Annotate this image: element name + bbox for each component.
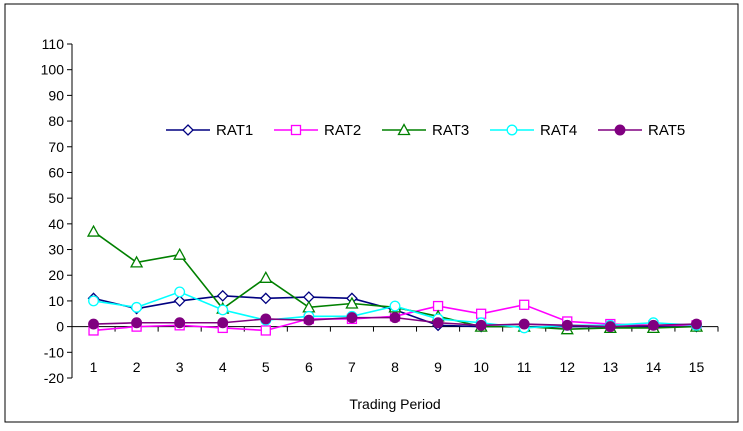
x-tick-label: 10 (473, 359, 489, 375)
legend-marker (290, 124, 302, 136)
data-point-rat5 (518, 318, 530, 330)
series-layer (86, 224, 704, 336)
legend-item-rat5: RAT5 (598, 122, 685, 139)
y-tick-label: -10 (44, 344, 64, 360)
x-tick-label: 5 (262, 359, 270, 375)
legend-label: RAT4 (540, 122, 577, 139)
series-rat5 (88, 312, 702, 333)
legend-label: RAT1 (216, 122, 253, 139)
x-tick-label: 13 (603, 359, 619, 375)
y-tick-label: 80 (48, 113, 64, 129)
data-point-rat5 (303, 314, 315, 326)
data-point-rat3 (86, 224, 101, 237)
x-tick-label: 6 (305, 359, 313, 375)
legend-marker (397, 123, 411, 136)
x-tick-label: 4 (219, 359, 227, 375)
data-point-rat2 (432, 300, 444, 312)
data-point-rat5 (174, 317, 186, 329)
series-rat4 (88, 286, 702, 334)
data-point-rat3 (130, 255, 144, 268)
y-tick-label: 110 (42, 36, 65, 52)
legend-marker (506, 124, 518, 136)
data-point-rat1 (259, 292, 272, 305)
x-tick-label: 12 (559, 359, 575, 375)
y-tick-label: 100 (41, 62, 65, 78)
legend-marker (182, 124, 194, 136)
legend-item-rat1: RAT1 (166, 122, 253, 139)
x-tick-label: 1 (90, 359, 98, 375)
y-tick-label: 30 (48, 242, 64, 258)
y-tick-label: 10 (48, 293, 64, 309)
data-point-rat4 (88, 295, 99, 307)
y-tick-label: 70 (48, 139, 64, 155)
legend-item-rat4: RAT4 (490, 122, 577, 139)
data-point-rat2 (519, 299, 530, 310)
data-point-rat5 (88, 318, 99, 330)
data-point-rat1 (216, 289, 229, 302)
x-tick-label: 3 (176, 359, 184, 375)
data-point-rat5 (647, 319, 659, 331)
x-tick-label: 14 (646, 359, 662, 375)
y-tick-label: -20 (44, 370, 64, 386)
data-point-rat2 (475, 308, 487, 319)
x-tick-label: 9 (434, 359, 442, 375)
data-point-rat5 (432, 317, 444, 329)
data-point-rat5 (260, 313, 272, 325)
data-point-rat4 (217, 304, 229, 316)
data-point-rat5 (561, 319, 573, 331)
y-tick-label: 0 (56, 319, 64, 335)
x-tick-label: 15 (689, 359, 705, 375)
data-point-rat5 (389, 312, 401, 324)
legend-label: RAT2 (324, 122, 361, 139)
y-tick-label: 40 (48, 216, 64, 232)
data-point-rat3 (173, 247, 187, 260)
legend-item-rat2: RAT2 (274, 122, 361, 139)
data-point-rat5 (604, 321, 616, 333)
data-point-rat1 (173, 295, 186, 307)
data-point-rat3 (259, 270, 273, 283)
y-tick-label: 90 (48, 87, 64, 103)
x-axis-ticks: 1 2 3 4 5 6 7 8 9 10 11 12 13 14 15 (71, 326, 719, 375)
legend-label: RAT5 (648, 122, 685, 139)
legend-label: RAT3 (432, 122, 469, 139)
legend-marker (614, 124, 626, 136)
x-tick-label: 8 (391, 359, 399, 375)
y-tick-label: 50 (48, 190, 64, 206)
legend: RAT1 RAT2 RAT3 RAT4 RAT5 (166, 122, 685, 139)
data-point-rat4 (389, 300, 401, 312)
y-axis-ticks: -20 -10 0 10 20 30 40 50 60 70 80 90 100 110 (41, 36, 72, 386)
x-tick-label: 2 (133, 359, 141, 375)
legend-item-rat3: RAT3 (382, 122, 469, 139)
data-point-rat4 (131, 301, 143, 313)
data-point-rat3 (345, 296, 359, 309)
x-tick-label: 11 (517, 359, 532, 375)
data-point-rat5 (131, 317, 143, 329)
data-point-rat5 (475, 319, 487, 331)
y-tick-label: 20 (48, 267, 64, 283)
data-point-rat4 (174, 286, 186, 298)
data-point-rat2 (260, 325, 271, 336)
y-tick-label: 60 (48, 164, 64, 180)
data-point-rat5 (217, 317, 229, 329)
x-tick-label: 7 (348, 359, 356, 375)
x-axis-title: Trading Period (349, 396, 440, 412)
chart-frame (4, 3, 739, 423)
data-point-rat5 (691, 318, 702, 330)
data-point-rat5 (346, 312, 358, 324)
